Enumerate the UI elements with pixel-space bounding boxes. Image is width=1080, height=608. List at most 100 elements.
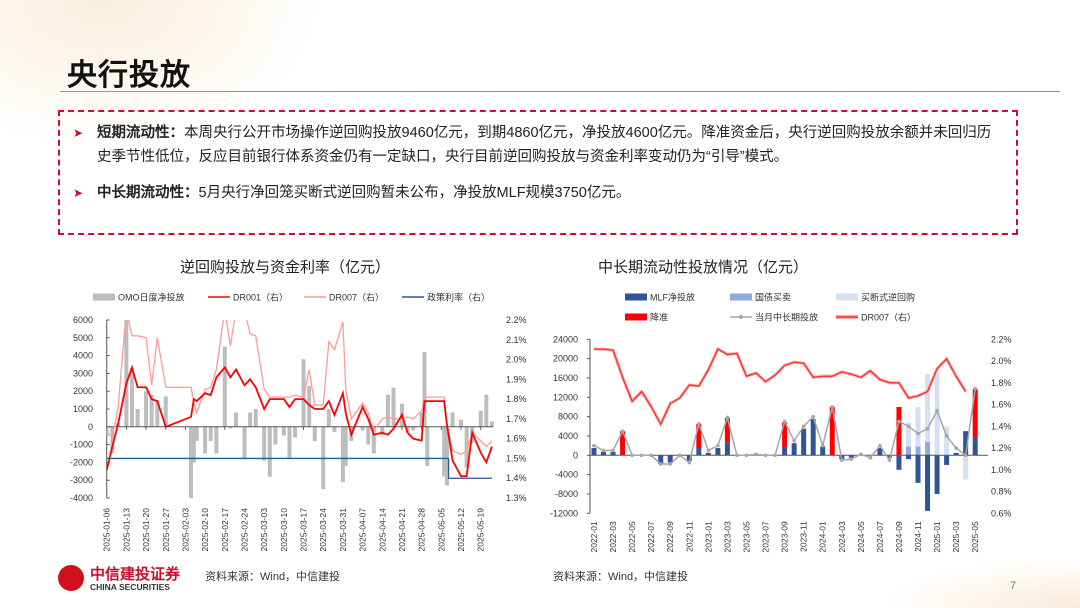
y-left-tick-label: -4000 bbox=[70, 493, 93, 503]
x-tick-label: 2023-01 bbox=[703, 521, 713, 552]
x-tick-label: 2025-01-13 bbox=[121, 508, 131, 552]
mlf-bar bbox=[886, 455, 892, 458]
omo-bar bbox=[340, 426, 345, 482]
mlf-bar bbox=[686, 455, 692, 462]
x-tick-label: 2025-04-14 bbox=[377, 508, 387, 552]
omo-bar bbox=[464, 426, 469, 468]
x-tick-label: 2022-03 bbox=[608, 521, 618, 552]
monthly-total-marker bbox=[868, 455, 873, 460]
mlf-bar bbox=[905, 455, 911, 460]
mlf-bar bbox=[972, 437, 978, 456]
outright-reverse-repo-bar bbox=[963, 455, 969, 480]
legend-item-label: OMO日度净投放 bbox=[118, 292, 185, 303]
monthly-total-marker bbox=[611, 448, 615, 453]
x-tick-label: 2023-03 bbox=[722, 521, 732, 552]
y-right-tick-label: 1.3% bbox=[506, 493, 527, 503]
monthly-total-marker bbox=[706, 448, 711, 453]
mlf-bar bbox=[610, 451, 616, 456]
mlf-bar bbox=[601, 451, 607, 456]
omo-bar bbox=[242, 426, 247, 459]
monthly-total-marker bbox=[658, 462, 663, 466]
outright-reverse-repo-bar bbox=[915, 406, 921, 447]
monthly-total-marker bbox=[677, 453, 682, 458]
monthly-total-marker bbox=[697, 422, 701, 426]
x-tick-label: 2022-01 bbox=[589, 521, 599, 552]
bullet-text: 5月央行净回笼买断式逆回购暂未公布，净投放MLF规模3750亿元。 bbox=[198, 185, 631, 201]
x-tick-label: 2025-05-05 bbox=[436, 508, 446, 552]
y-left-tick-label: 20000 bbox=[553, 354, 578, 364]
omo-bar bbox=[228, 426, 233, 429]
x-tick-label: 2023-11 bbox=[799, 521, 809, 552]
omo-bar bbox=[343, 426, 348, 466]
x-tick-label: 2025-02-03 bbox=[180, 508, 190, 552]
omo-bar bbox=[380, 426, 385, 436]
x-tick-label: 2024-11 bbox=[913, 521, 923, 552]
y-left-tick-label: 1000 bbox=[73, 404, 93, 414]
y-left-tick-label: -12000 bbox=[550, 508, 578, 518]
source-note-right: 资料来源：Wind，中信建投 bbox=[553, 571, 689, 583]
legend-item-label: MLF净投放 bbox=[650, 292, 695, 303]
dr007-line bbox=[594, 348, 967, 426]
y-right-tick-label: 0.6% bbox=[991, 508, 1012, 518]
y-left-tick-label: -1000 bbox=[70, 440, 93, 450]
monthly-total-marker bbox=[782, 419, 787, 424]
omo-bar bbox=[191, 426, 196, 463]
omo-bar bbox=[287, 426, 292, 459]
x-tick-label: 2025-01-27 bbox=[161, 508, 171, 552]
omo-bar bbox=[135, 409, 140, 427]
page-number: 7 bbox=[1010, 580, 1017, 592]
x-tick-label: 2025-05-12 bbox=[456, 508, 466, 552]
legend-item-swatch bbox=[625, 293, 647, 301]
x-tick-label: 2022-09 bbox=[665, 521, 675, 552]
mlf-bar bbox=[934, 455, 940, 494]
omo-bar bbox=[208, 426, 213, 442]
bullet-text: 本周央行公开市场操作逆回购投放9460亿元，到期4860亿元，净投放4600亿元… bbox=[97, 125, 992, 165]
arrow-right-icon: ➤ bbox=[73, 126, 84, 140]
mlf-bar bbox=[801, 428, 807, 456]
x-tick-label: 2025-03-03 bbox=[259, 508, 269, 552]
x-tick-label: 2025-03-17 bbox=[299, 508, 309, 552]
monthly-total-marker bbox=[601, 448, 606, 453]
x-tick-label: 2025-01-06 bbox=[102, 508, 112, 552]
mlf-bar bbox=[944, 455, 950, 465]
omo-bar bbox=[360, 426, 365, 431]
omo-bar bbox=[326, 409, 331, 427]
x-tick-label: 2022-07 bbox=[646, 521, 656, 552]
x-tick-label: 2025-02-10 bbox=[200, 508, 210, 552]
omo-bar bbox=[478, 410, 483, 427]
rrr-cut-bar bbox=[696, 423, 702, 449]
outright-reverse-repo-bar bbox=[944, 426, 950, 456]
mlf-bar bbox=[667, 455, 673, 463]
y-right-tick-label: 1.7% bbox=[506, 414, 527, 424]
x-tick-label: 2025-02-17 bbox=[220, 508, 230, 552]
y-right-tick-label: 1.8% bbox=[506, 394, 527, 404]
y-left-tick-label: 3000 bbox=[73, 368, 93, 378]
x-tick-label: 2025-04-28 bbox=[417, 508, 427, 552]
y-right-tick-label: 1.6% bbox=[506, 434, 527, 444]
x-tick-label: 2025-03-31 bbox=[338, 508, 348, 552]
omo-bar bbox=[124, 320, 129, 427]
monthly-total-marker bbox=[592, 443, 596, 448]
monthly-total-marker bbox=[792, 439, 796, 443]
monthly-total-marker bbox=[649, 453, 653, 458]
x-tick-label: 2024-03 bbox=[837, 521, 847, 552]
x-tick-label: 2024-01 bbox=[818, 521, 828, 552]
y-left-tick-label: 0 bbox=[88, 422, 93, 432]
logo-emblem-icon bbox=[58, 565, 84, 591]
y-right-tick-label: 1.6% bbox=[991, 400, 1012, 410]
legend-item-label: 当月中长期投放 bbox=[755, 312, 818, 323]
bullet-label: 短期流动性： bbox=[97, 125, 184, 141]
legend-item-label: DR007（右） bbox=[329, 292, 384, 303]
mlf-bar bbox=[963, 431, 969, 456]
monthly-total-marker bbox=[725, 415, 730, 420]
mlf-bar bbox=[705, 452, 711, 456]
y-left-tick-label: -4000 bbox=[555, 470, 578, 480]
omo-bar bbox=[450, 412, 455, 427]
y-right-tick-label: 2.1% bbox=[506, 335, 527, 345]
legend-item-label: 政策利率（右） bbox=[427, 292, 490, 303]
omo-bar bbox=[442, 426, 447, 477]
monthly-total-marker bbox=[878, 443, 882, 448]
omo-bar bbox=[391, 387, 396, 427]
x-tick-label: 2025-03 bbox=[951, 521, 961, 552]
